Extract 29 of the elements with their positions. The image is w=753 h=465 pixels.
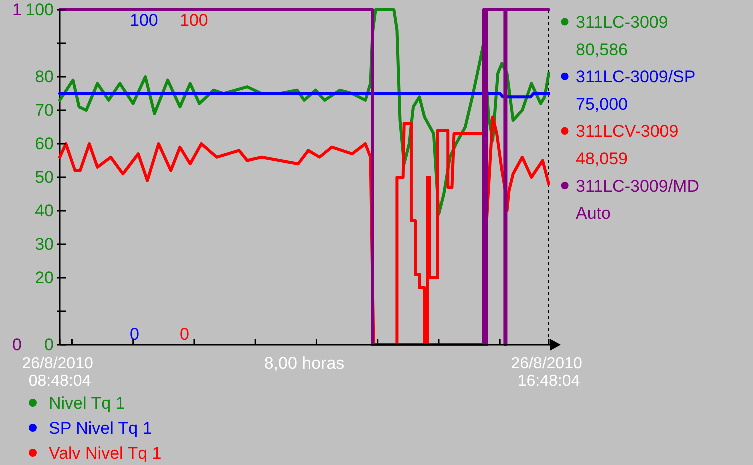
y-tick-label: 40 <box>35 201 54 220</box>
annotation: 0 <box>180 324 190 344</box>
y-tick-label: 0 <box>44 335 54 354</box>
y2-tick-label: 1 <box>12 0 22 20</box>
annotation: 0 <box>130 324 140 344</box>
x-tick-label: 26/8/2010 08:48:04 <box>22 355 98 390</box>
y-tick-label: 30 <box>35 234 54 254</box>
text: Auto <box>576 204 611 224</box>
text: 75,000 <box>576 94 628 114</box>
text: 311LC-3009/SP <box>576 68 696 87</box>
legend-label: Nivel Tq 1 <box>49 394 126 413</box>
x-tick-label: 26/8/2010 16:48:04 <box>511 355 587 390</box>
y-tick-label: 70 <box>35 100 54 120</box>
y-tick-label: 50 <box>35 168 54 187</box>
text: 311LC-3009 <box>576 12 668 32</box>
annotation: 100 <box>180 11 208 30</box>
x-axis-title: 8,00 horas <box>264 354 345 373</box>
y-tick-label: 80 <box>35 67 54 86</box>
annotation: 100 <box>130 11 158 30</box>
text: 80,586 <box>576 40 628 60</box>
text: 311LC-3009/MD <box>576 176 700 196</box>
y-tick-label: 60 <box>35 134 54 154</box>
y2-tick-label: 0 <box>12 335 22 354</box>
legend-label: Valv Nivel Tq 1 <box>49 444 162 463</box>
y-tick-label: 20 <box>35 268 54 288</box>
text: 48,059 <box>576 149 628 168</box>
text: 311LCV-3009 <box>576 122 679 142</box>
y-tick-label: 100 <box>26 0 54 20</box>
legend-label: SP Nivel Tq 1 <box>49 418 152 438</box>
